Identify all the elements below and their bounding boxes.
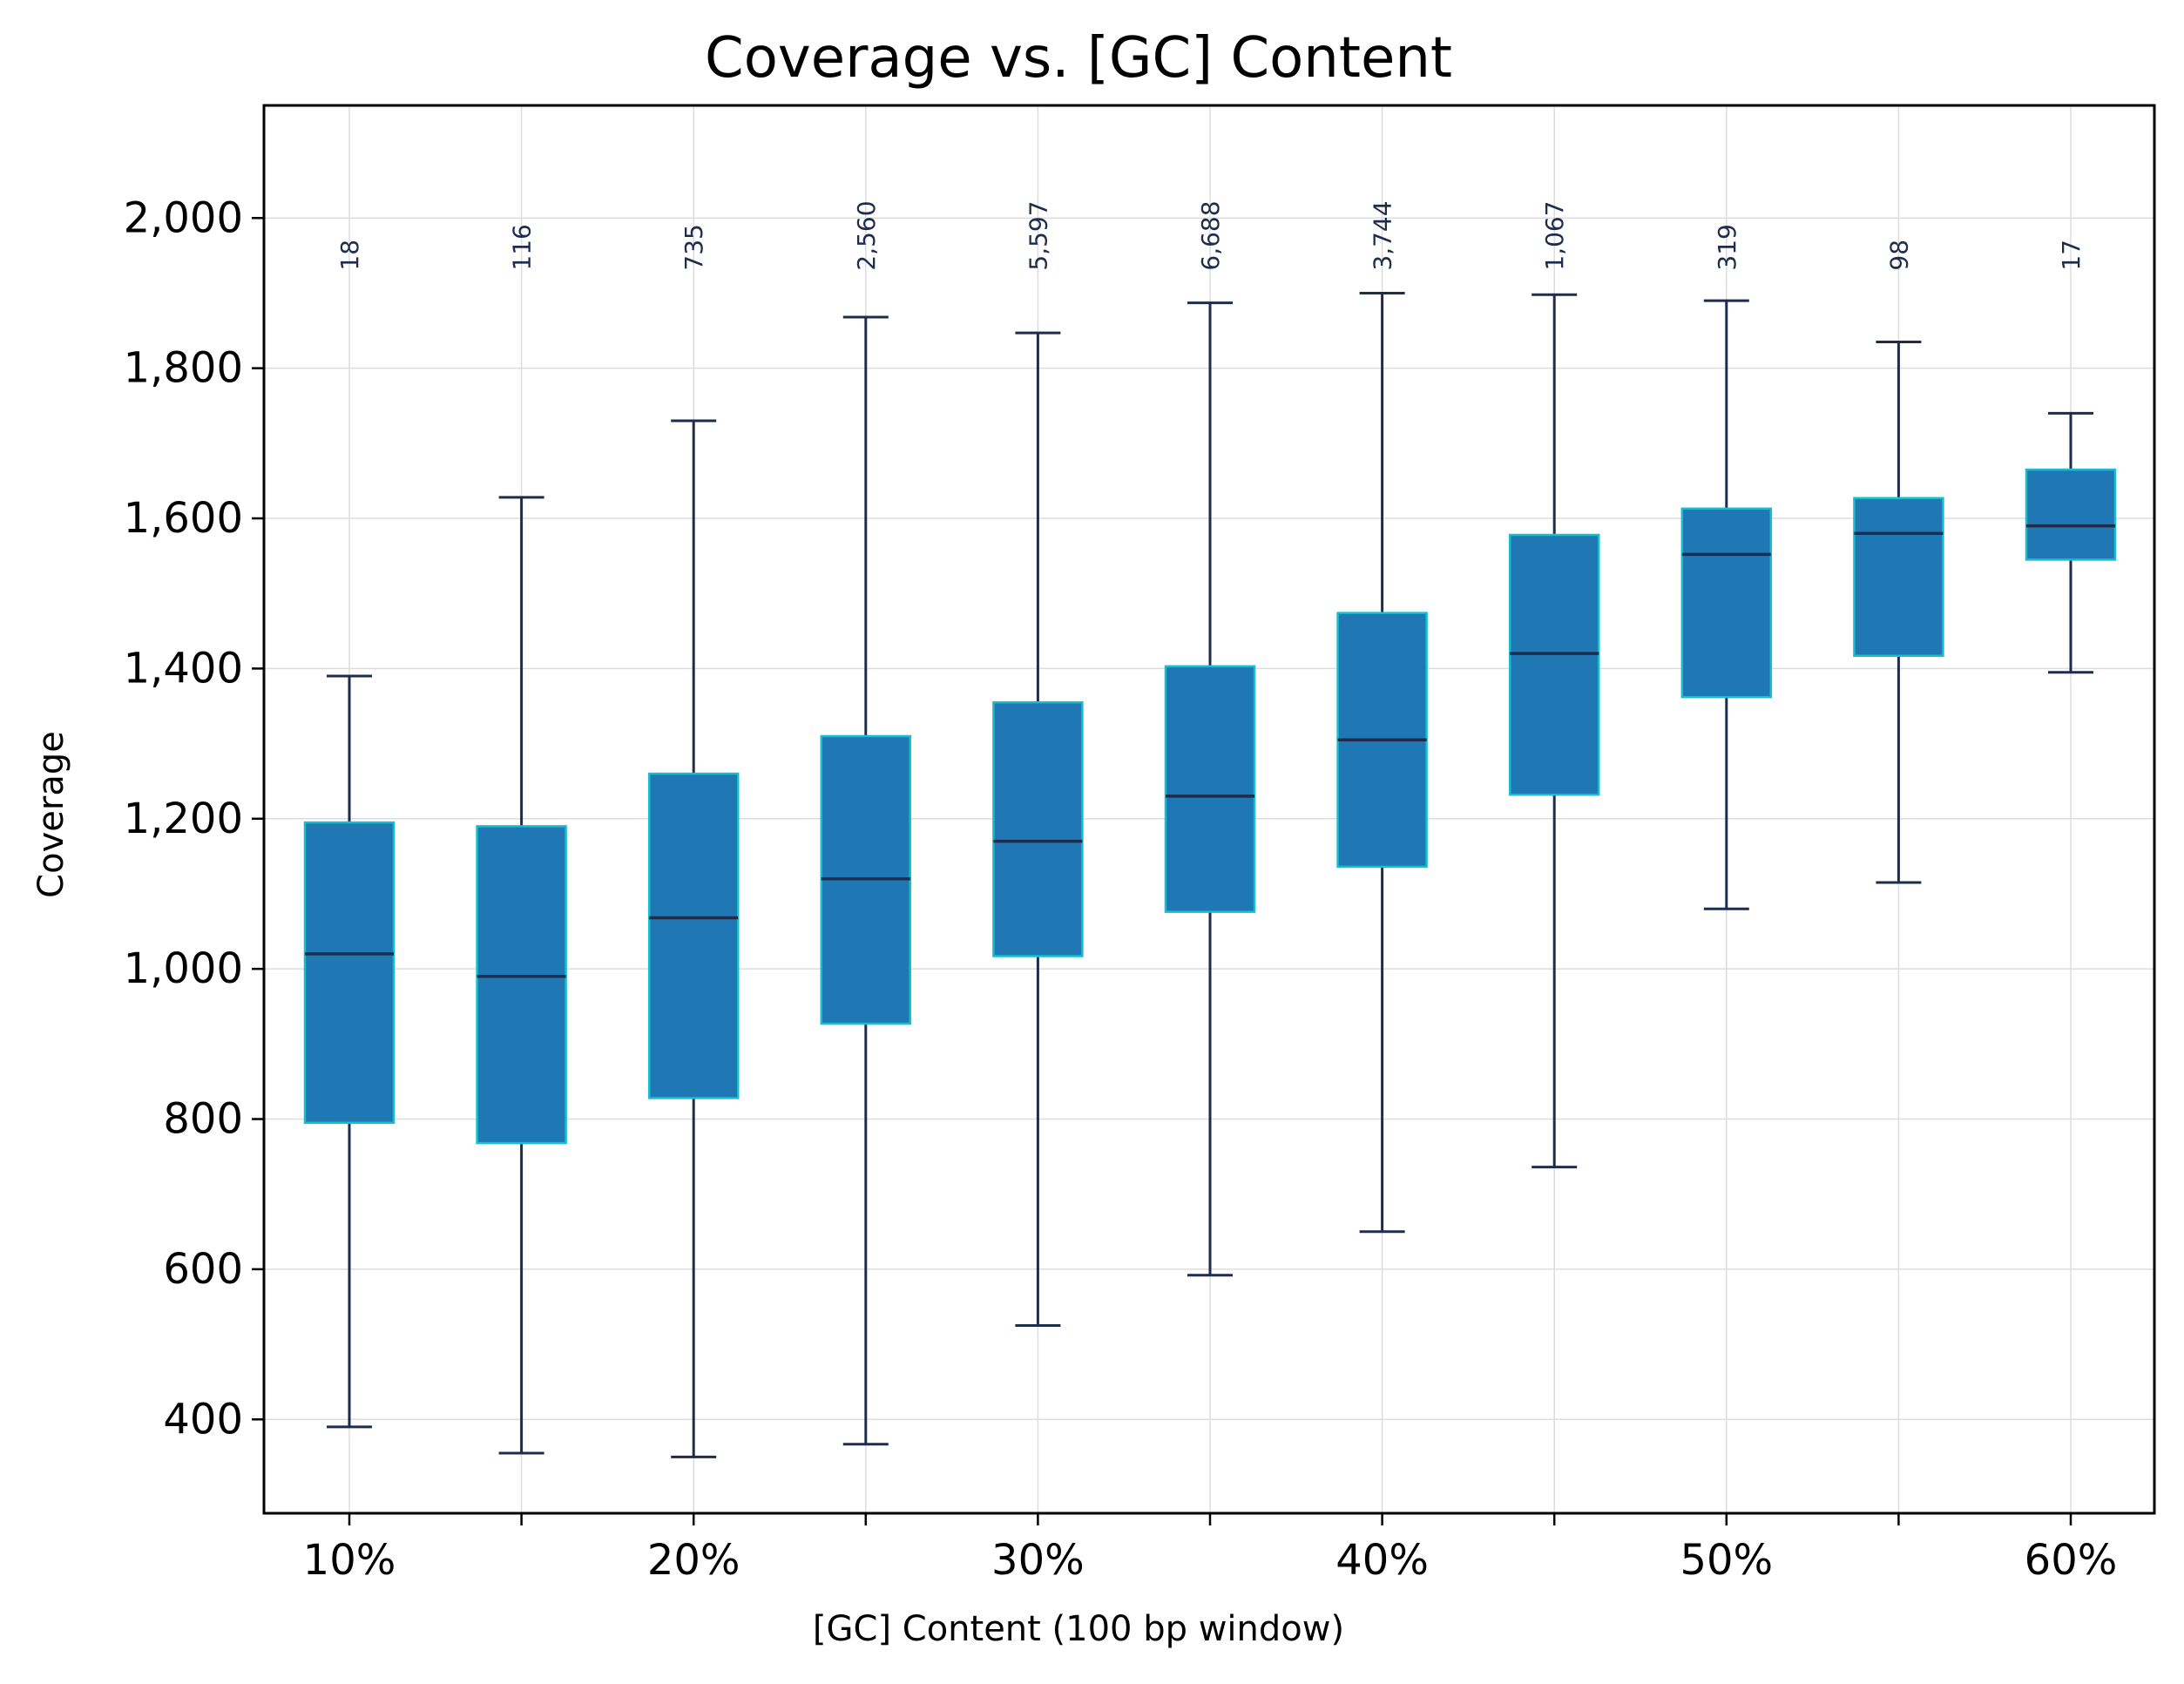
x-tick-label: 10% xyxy=(303,1536,396,1585)
iqr-box xyxy=(1164,665,1256,913)
x-tick-label: 40% xyxy=(1335,1536,1429,1585)
box-group: 319 xyxy=(1680,224,1773,910)
box-group: 3,744 xyxy=(1336,200,1428,1234)
y-tick-label: 1,200 xyxy=(124,795,243,843)
y-tick-label: 1,600 xyxy=(124,494,243,543)
box-group: 1,067 xyxy=(1508,200,1600,1169)
x-tick-label: 60% xyxy=(2025,1536,2118,1585)
x-tick-label: 50% xyxy=(1680,1536,1773,1585)
count-label: 735 xyxy=(680,224,708,270)
iqr-box xyxy=(476,825,567,1145)
count-label: 98 xyxy=(1884,240,1913,271)
count-label: 319 xyxy=(1713,224,1741,270)
x-tick-label: 20% xyxy=(647,1536,740,1585)
box-group: 17 xyxy=(2025,240,2117,674)
y-tick-label: 2,000 xyxy=(124,193,243,242)
box-series: 18 116 735 2,560 5,597 6,688 3,744 1,067 319 98 17 xyxy=(303,200,2117,1458)
y-tick-label: 1,800 xyxy=(124,344,243,393)
count-label: 18 xyxy=(335,240,364,271)
y-axis-label: Coverage xyxy=(31,731,71,898)
box-group: 2,560 xyxy=(820,200,912,1446)
box-group: 735 xyxy=(647,224,740,1458)
x-axis-label: [GC] Content (100 bp window) xyxy=(813,1609,1344,1649)
chart-title: Coverage vs. [GC] Content xyxy=(705,26,1452,91)
iqr-box xyxy=(1508,533,1600,796)
box-group: 6,688 xyxy=(1164,200,1256,1277)
count-label: 6,688 xyxy=(1196,200,1225,270)
box-group: 98 xyxy=(1853,240,1944,884)
y-axis: 400 600 800 1,000 1,200 1,400 1,600 1,800 2,000 xyxy=(124,193,264,1444)
iqr-box xyxy=(1680,507,1773,699)
box-group: 116 xyxy=(476,224,567,1455)
count-label: 116 xyxy=(508,224,537,270)
box-group: 18 xyxy=(303,240,396,1429)
iqr-box xyxy=(992,700,1084,957)
iqr-box xyxy=(2025,468,2117,561)
box-group: 5,597 xyxy=(992,200,1084,1328)
x-tick-label: 30% xyxy=(991,1536,1085,1585)
iqr-box xyxy=(647,772,740,1099)
count-label: 2,560 xyxy=(852,200,881,270)
y-tick-label: 1,400 xyxy=(124,644,243,693)
x-axis: 10% 20% 30% 40% 50% 60% xyxy=(303,1513,2118,1585)
y-tick-label: 600 xyxy=(163,1245,243,1294)
y-tick-label: 400 xyxy=(163,1395,243,1444)
y-tick-label: 1,000 xyxy=(124,944,243,993)
count-label: 3,744 xyxy=(1369,200,1397,270)
count-label: 5,597 xyxy=(1024,200,1052,270)
count-label: 1,067 xyxy=(1540,200,1569,270)
iqr-box xyxy=(303,821,396,1125)
iqr-box xyxy=(1853,497,1944,657)
y-tick-label: 800 xyxy=(163,1095,243,1144)
count-label: 17 xyxy=(2057,240,2086,271)
